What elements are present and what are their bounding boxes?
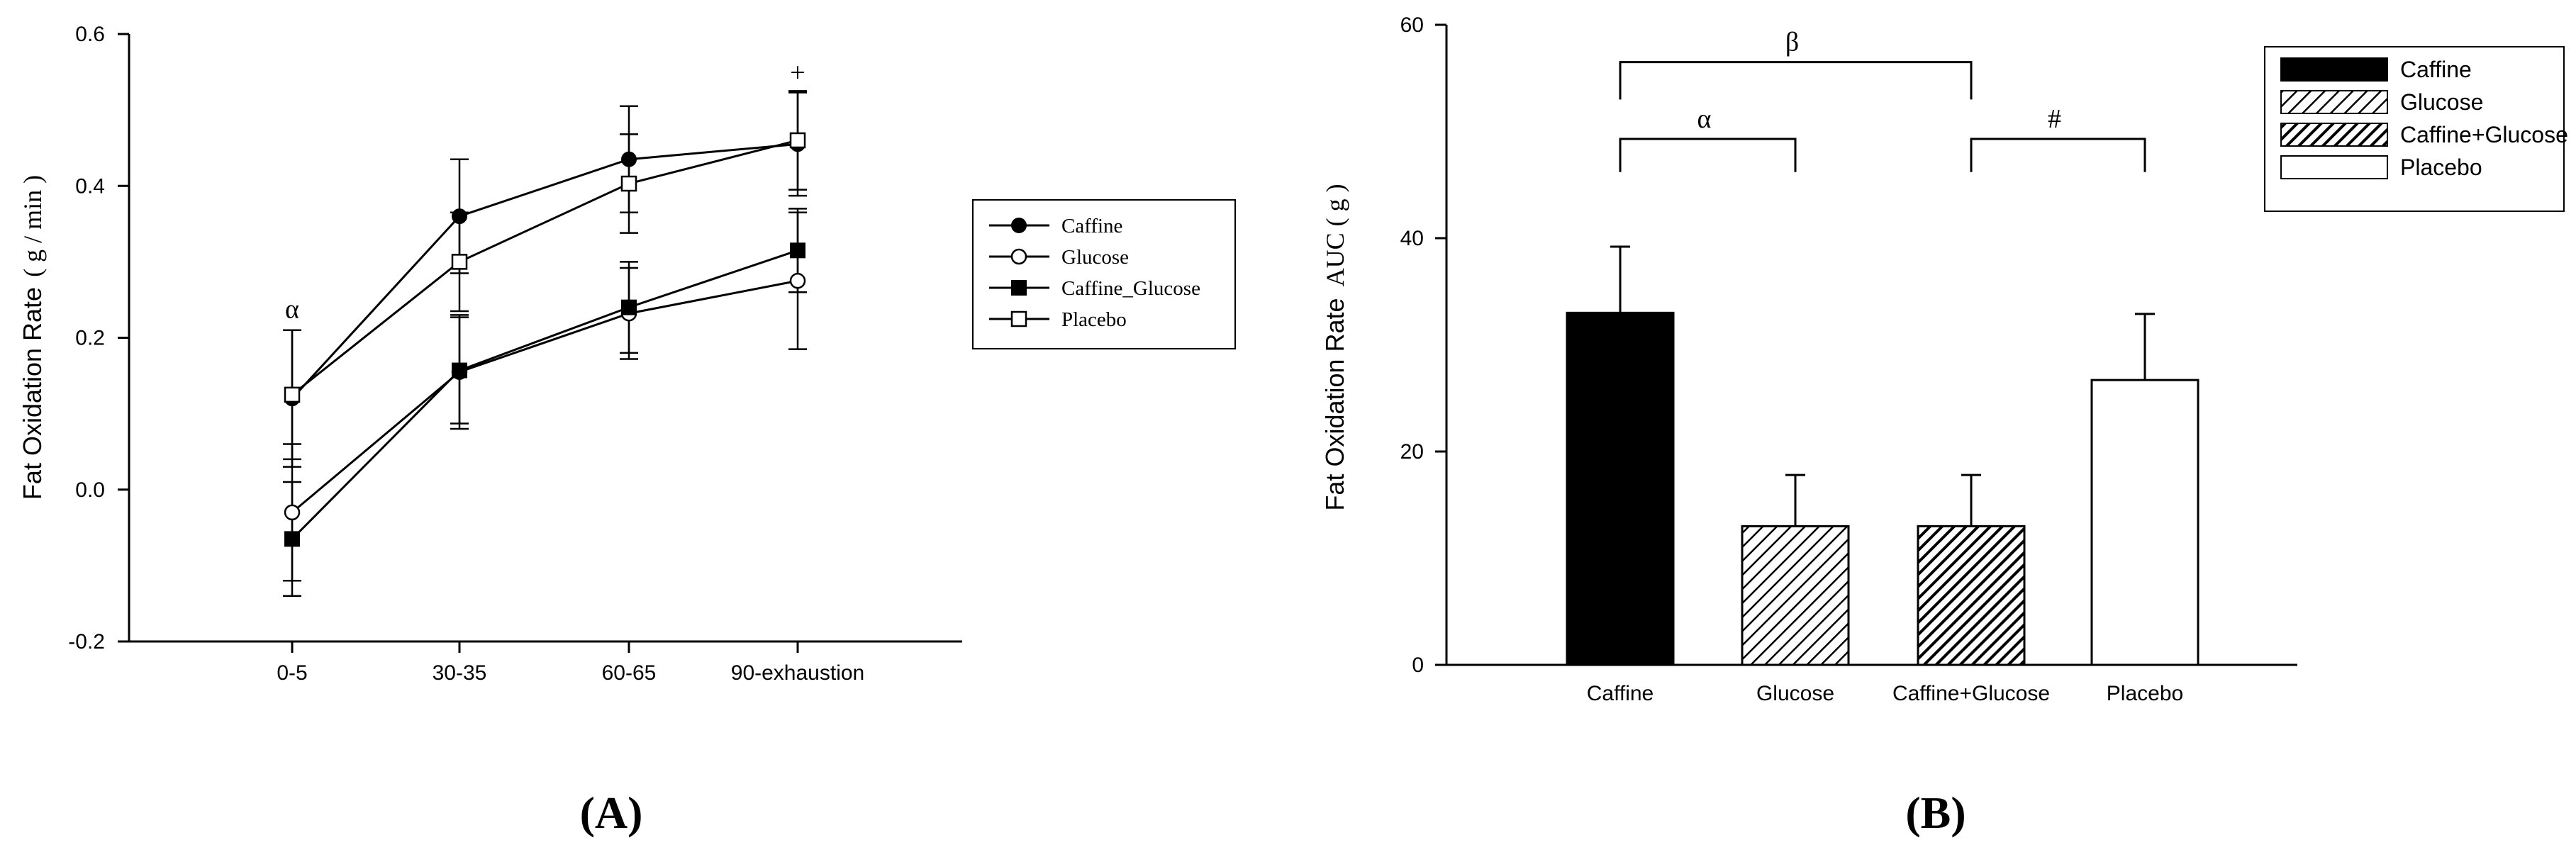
series-line-placebo bbox=[291, 139, 798, 396]
panel-b-bars bbox=[1566, 245, 2199, 666]
legend-marker-glucose bbox=[1010, 248, 1027, 265]
legend-swatch-caffine bbox=[2280, 57, 2388, 82]
series-line-caffine-glucose bbox=[291, 249, 798, 540]
legend-swatch-glucose bbox=[2280, 90, 2388, 114]
y-tick-label: -0.2 bbox=[68, 630, 105, 654]
panel-b-legend-items: Caffine Glucose Caffine+Glucose Placebo bbox=[2280, 57, 2568, 180]
x-label-glucose: Glucose bbox=[1756, 682, 1834, 705]
y-tick-label: 0 bbox=[1412, 654, 1424, 677]
panel-b-bar-chart: 0 20 40 60 Fat Oxidation RateAUC ( g ) Caff… bbox=[1320, 13, 2568, 838]
legend-marker-caffine-glucose bbox=[1011, 280, 1027, 296]
legend-marker-placebo bbox=[1010, 310, 1027, 327]
y-tick-label: 60 bbox=[1400, 13, 1424, 37]
legend-marker-caffine bbox=[1011, 218, 1027, 233]
y-tick-label: 0.4 bbox=[75, 174, 105, 198]
x-label-caffine-glucose: Caffine+Glucose bbox=[1892, 682, 2050, 705]
panel-a-legend: Caffine Glucose Caffine_Glucose Placebo bbox=[972, 199, 1236, 349]
y-tick-label: 40 bbox=[1400, 227, 1424, 250]
legend-swatch-caffine-glucose bbox=[2280, 123, 2388, 147]
x-tick-label-60-65: 60-65 bbox=[602, 661, 657, 685]
bracket-hash bbox=[1970, 138, 2146, 172]
bar-glucose bbox=[1741, 525, 1850, 666]
marker-caffine-glucose bbox=[790, 242, 805, 259]
panel-a-y-axis-title: Fat Oxidation Rate( g / min ) bbox=[18, 175, 47, 500]
legend-label-caffine-glucose: Caffine+Glucose bbox=[2400, 122, 2568, 147]
panel-a-x-ticks: 0-5 30-35 60-65 90-exhaustion bbox=[277, 641, 864, 685]
panel-a-y-ticks: -0.2 0.0 0.2 0.4 0.6 bbox=[68, 23, 129, 654]
legend-label-caffine: Caffine bbox=[1061, 215, 1122, 237]
marker-caffine-glucose bbox=[452, 362, 467, 379]
y-tick-label: 0.2 bbox=[75, 327, 105, 350]
marker-caffine-glucose bbox=[621, 299, 637, 315]
legend-label-glucose: Glucose bbox=[1061, 246, 1129, 269]
marker-placebo bbox=[789, 132, 806, 149]
marker-placebo bbox=[284, 386, 301, 403]
panel-b-brackets: β α # bbox=[1619, 28, 2146, 172]
series-line-caffine bbox=[291, 142, 798, 400]
marker-caffine bbox=[621, 151, 637, 167]
panel-b-y-axis-title: Fat Oxidation RateAUC ( g ) bbox=[1320, 184, 1349, 510]
bar-caffine bbox=[1566, 311, 1675, 666]
legend-label-caffine: Caffine bbox=[2400, 57, 2472, 82]
panel-a-line-chart: -0.2 0.0 0.2 0.4 0.6 0-5 30-35 60-65 90-exhaust… bbox=[18, 23, 1236, 838]
x-label-placebo: Placebo bbox=[2107, 682, 2183, 705]
bracket-beta bbox=[1619, 61, 1973, 100]
panel-b-y-ticks: 0 20 40 60 bbox=[1400, 13, 1446, 677]
y-tick-label: 0.0 bbox=[75, 478, 105, 502]
marker-caffine bbox=[452, 208, 467, 225]
marker-placebo bbox=[451, 254, 468, 270]
panel-a-plus-annotation: + bbox=[790, 57, 805, 87]
marker-glucose bbox=[789, 272, 806, 289]
marker-glucose bbox=[284, 504, 301, 521]
y-tick-label: 0.6 bbox=[75, 23, 105, 46]
bracket-alpha-label: α bbox=[1697, 104, 1712, 134]
panel-a-legend-items: Caffine Glucose Caffine_Glucose Placebo bbox=[989, 215, 1200, 331]
bar-placebo bbox=[2090, 379, 2199, 666]
panel-a-series-lines bbox=[291, 139, 798, 540]
x-label-caffine: Caffine bbox=[1587, 682, 1654, 705]
legend-label-caffine-glucose: Caffine_Glucose bbox=[1061, 277, 1200, 300]
x-tick-label-0-5: 0-5 bbox=[277, 661, 307, 685]
bracket-hash-label: # bbox=[2048, 104, 2061, 134]
legend-label-placebo: Placebo bbox=[1061, 308, 1127, 331]
marker-caffine-glucose bbox=[284, 531, 300, 547]
legend-label-placebo: Placebo bbox=[2400, 155, 2482, 180]
panel-a-alpha-annotation: α bbox=[285, 294, 299, 324]
panel-b-x-labels: Caffine Glucose Caffine+Glucose Placebo bbox=[1587, 682, 2183, 705]
panel-b-legend: Caffine Glucose Caffine+Glucose Placebo bbox=[2264, 46, 2568, 212]
x-tick-label-90-exhaustion: 90-exhaustion bbox=[731, 661, 864, 685]
panel-a-label: (A) bbox=[580, 787, 643, 838]
marker-placebo bbox=[620, 175, 637, 192]
bracket-alpha bbox=[1619, 138, 1797, 172]
panel-a-markers bbox=[284, 132, 806, 547]
legend-label-glucose: Glucose bbox=[2400, 89, 2483, 115]
y-tick-label: 20 bbox=[1400, 440, 1424, 464]
x-tick-label-30-35: 30-35 bbox=[433, 661, 487, 685]
bracket-beta-label: β bbox=[1785, 28, 1799, 57]
panel-b-label: (B) bbox=[1905, 787, 1966, 838]
series-line-glucose bbox=[291, 279, 798, 514]
bar-caffine-glucose bbox=[1917, 525, 2026, 666]
legend-swatch-placebo bbox=[2280, 155, 2388, 179]
